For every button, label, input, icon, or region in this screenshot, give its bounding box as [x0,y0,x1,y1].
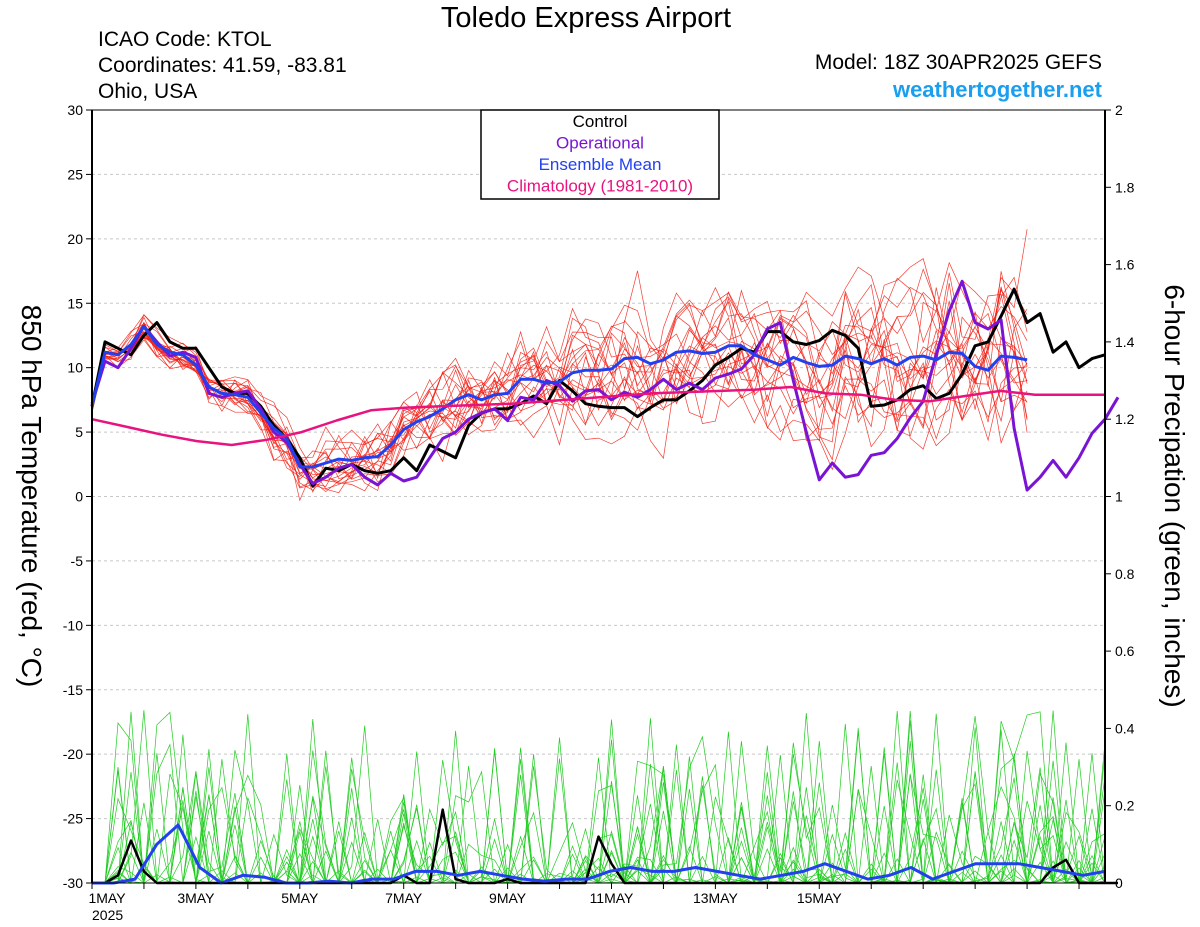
left-tick-label: 25 [67,166,83,182]
left-tick-label: 5 [75,424,83,440]
model-text: Model: 18Z 30APR2025 GEFS [814,51,1102,74]
right-axis-title: 6-hour Precipation (green, inches) [1159,284,1190,707]
legend-entry: Climatology (1981-2010) [507,177,693,196]
legend-entry: Operational [556,134,644,153]
right-tick-label: 1 [1115,489,1123,505]
x-tick-label: 1MAY [88,890,126,906]
x-tick-label: 3MAY [177,890,215,906]
temperature-member-line [91,312,1028,493]
precip-member-line [92,751,1106,885]
left-tick-label: -30 [63,875,83,891]
x-tick-label: 7MAY [385,890,423,906]
precip-members [92,710,1106,885]
temperature-member-line [91,276,1028,483]
right-tick-label: 0.6 [1115,643,1135,659]
x-tick-label: 15MAY [797,890,843,906]
left-tick-label: 15 [67,295,83,311]
temperature-member-line [91,229,1028,483]
right-tick-label: 0 [1115,875,1123,891]
left-tick-label: 20 [67,231,83,247]
left-tick-label: -15 [63,682,83,698]
series-ensemble-mean [90,324,1028,469]
series-control [90,287,1106,488]
left-tick-label: 10 [67,360,83,376]
right-tick-label: 0.4 [1115,720,1135,736]
x-tick-label: 11MAY [590,890,634,906]
chart-title: Toledo Express Airport [440,2,732,34]
legend-entry: Control [573,112,628,131]
right-tick-label: 2 [1115,102,1123,118]
right-tick-label: 0.2 [1115,798,1135,814]
coordinates-text: Coordinates: 41.59, -83.81 [98,54,347,77]
right-tick-label: 1.4 [1115,334,1135,350]
left-tick-label: -25 [63,811,83,827]
right-tick-label: 1.8 [1115,179,1135,195]
legend-entry: Ensemble Mean [539,155,662,174]
left-axis-title: 850 hPa Temperature (red, °C) [16,305,47,688]
x-tick-label: 9MAY [489,890,527,906]
temperature-member-line [91,283,1028,492]
website-link[interactable]: weathertogether.net [892,77,1102,102]
icao-code-text: ICAO Code: KTOL [98,28,272,51]
temperature-member-line [91,258,1028,478]
left-tick-label: -20 [63,746,83,762]
right-tick-label: 0.8 [1115,566,1135,582]
location-text: Ohio, USA [98,80,198,103]
legend-box [480,109,720,200]
series-climatology-1981-2010 [91,385,1105,447]
left-tick-label: 0 [75,489,83,505]
temperature-members [91,229,1028,502]
x-tick-label: 5MAY [281,890,319,906]
right-tick-label: 1.2 [1115,411,1135,427]
temperature-member-line [91,316,1028,471]
left-tick-label: -10 [63,617,83,633]
right-tick-label: 1.6 [1115,257,1135,273]
left-tick-label: -5 [71,553,84,569]
left-tick-label: 30 [67,102,83,118]
series-ensemble-mean-precip [92,823,1106,885]
x-tick-label: 13MAY [693,890,739,906]
series-operational [90,279,1120,492]
x-year-label: 2025 [92,907,123,923]
